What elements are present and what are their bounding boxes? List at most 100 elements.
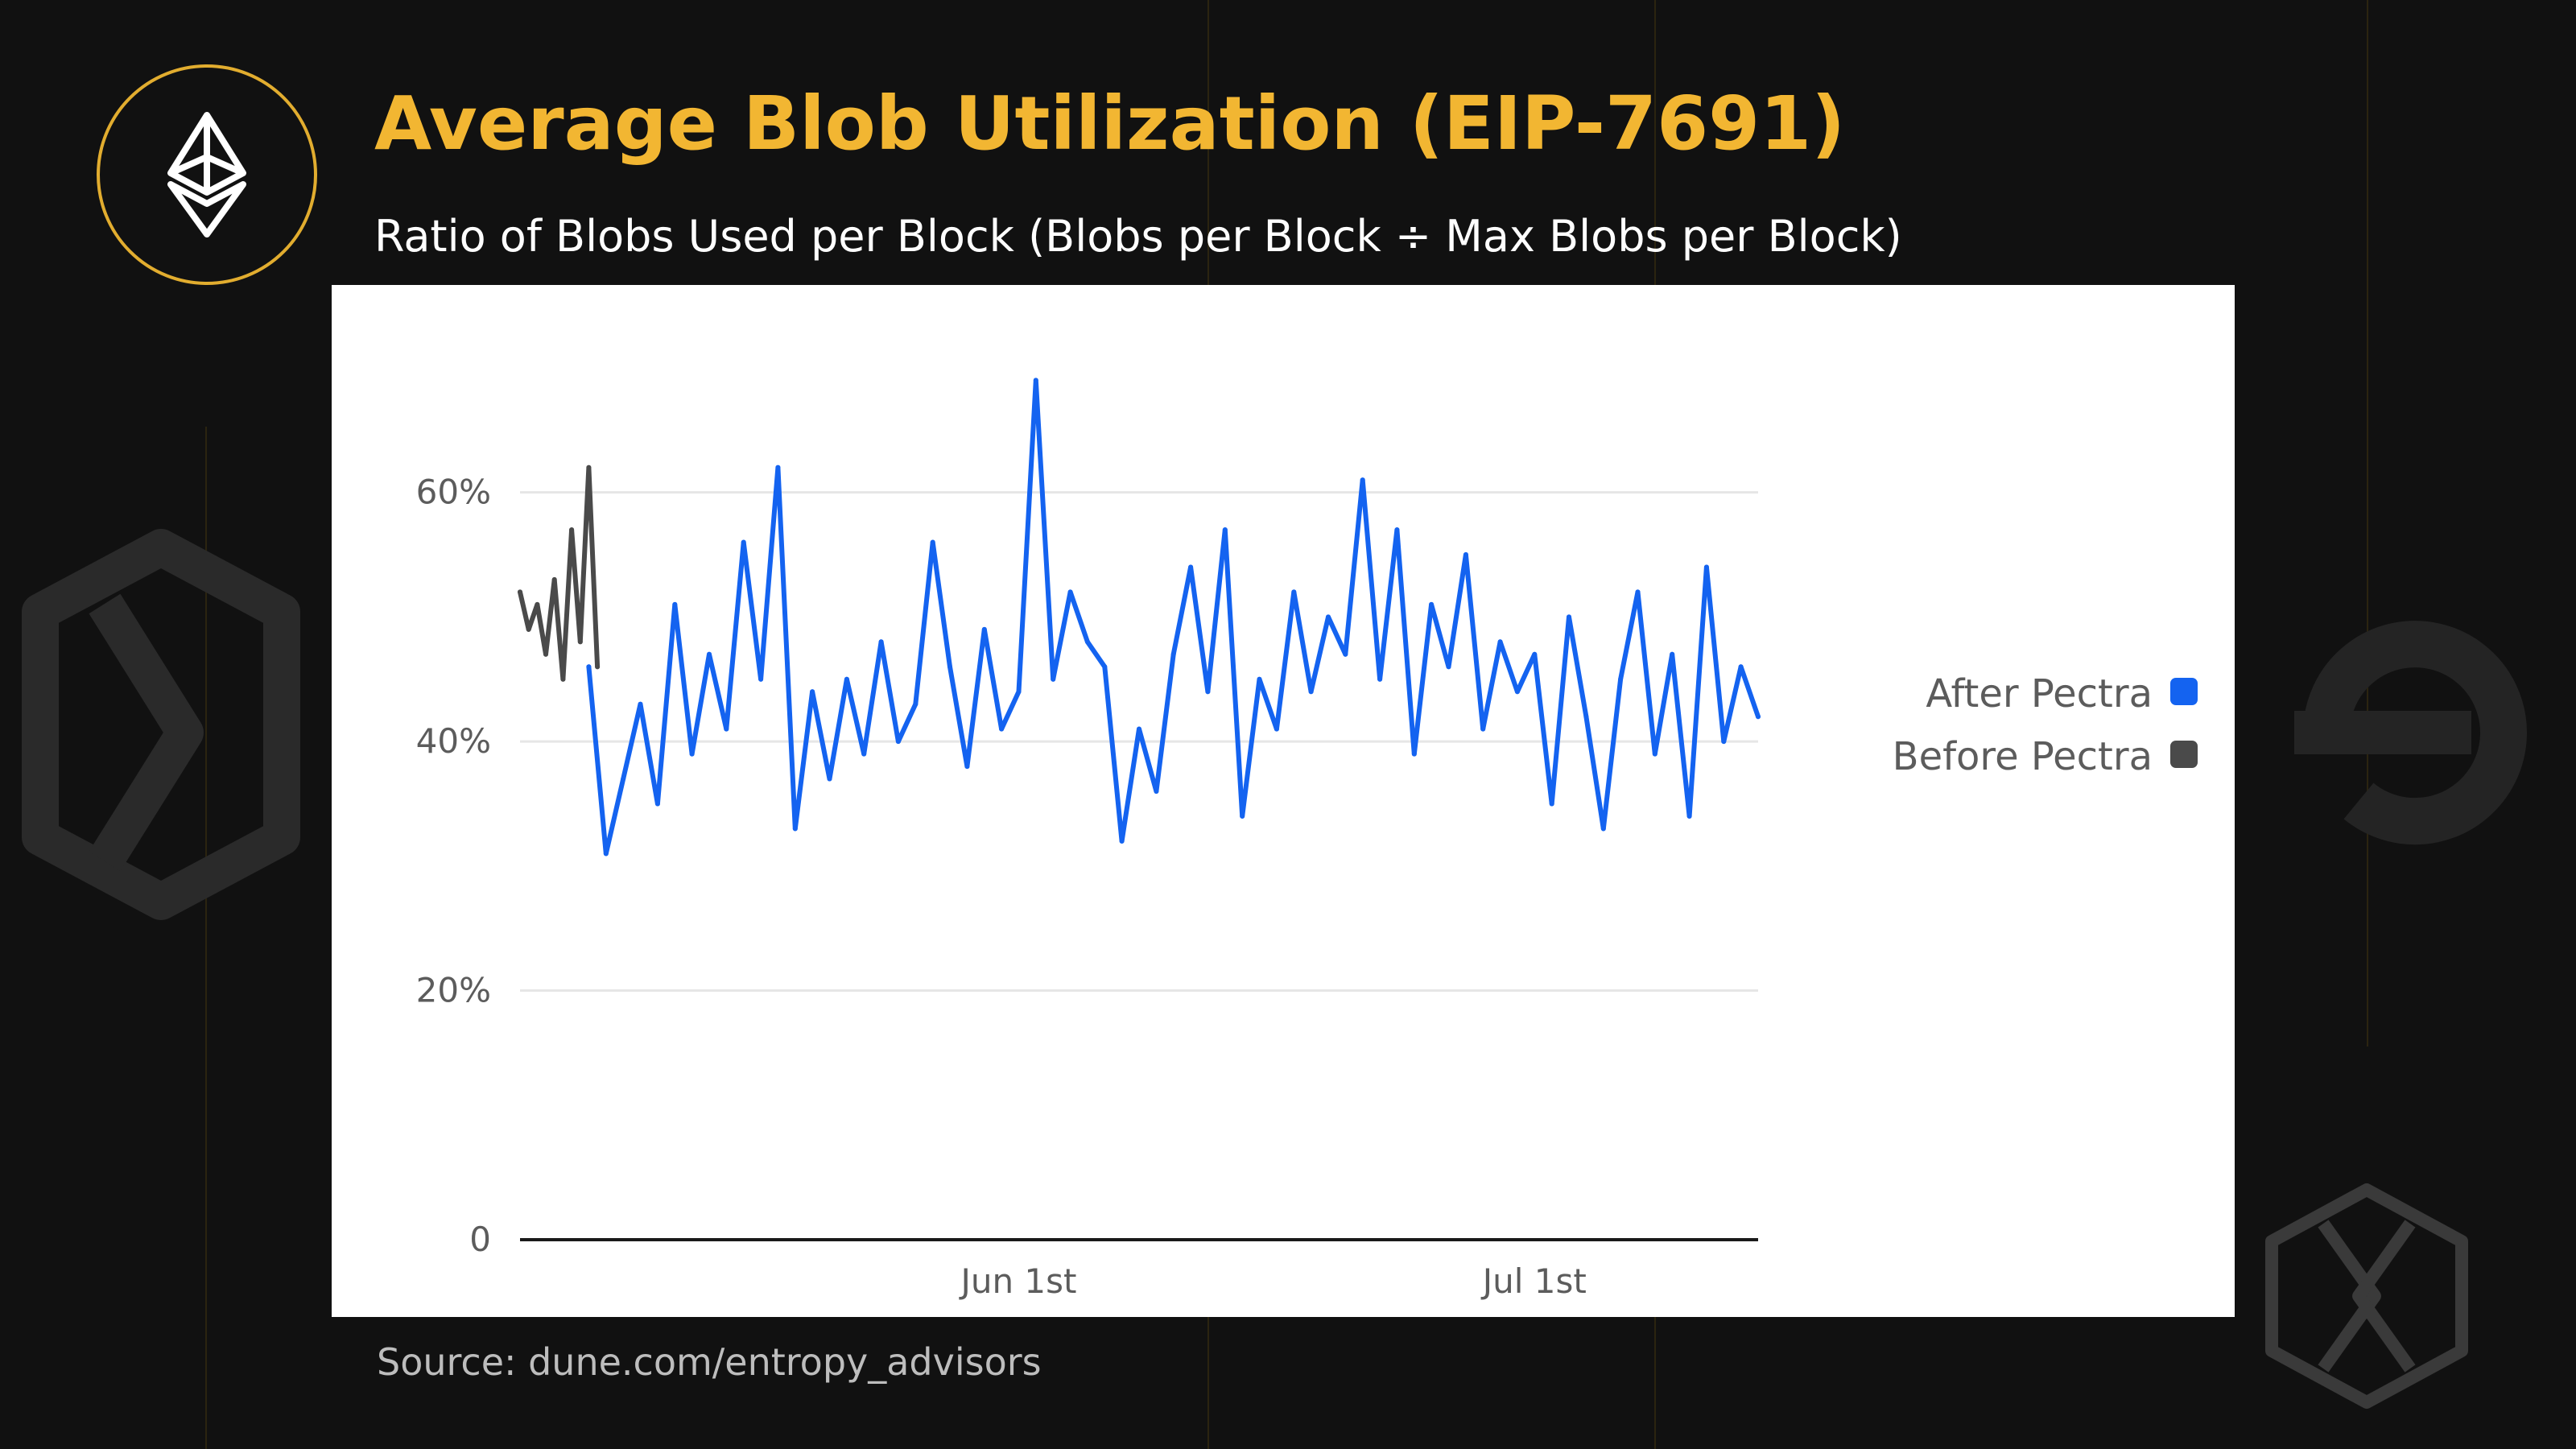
data-point [1394, 527, 1400, 533]
data-point [964, 764, 970, 770]
data-point [724, 726, 729, 732]
ethereum-icon [167, 112, 246, 237]
data-point [654, 801, 660, 807]
y-tick-label: 60% [416, 473, 491, 512]
data-point [895, 739, 901, 745]
data-point [1600, 826, 1606, 832]
data-point [1308, 689, 1314, 695]
data-point [947, 664, 952, 670]
background-line [1208, 0, 1209, 290]
x-tick-label: Jul 1st [1480, 1261, 1587, 1301]
legend-label: Before Pectra [1893, 734, 2153, 779]
data-point [930, 539, 935, 545]
data-point [1067, 589, 1073, 595]
data-point [1222, 527, 1228, 533]
data-point [810, 689, 815, 695]
data-point [792, 826, 798, 832]
data-point [586, 664, 592, 670]
data-point [1429, 601, 1435, 607]
y-tick-label: 20% [416, 971, 491, 1010]
data-point [621, 776, 626, 782]
data-point [861, 751, 867, 757]
data-point [1567, 614, 1571, 620]
data-point [595, 664, 601, 670]
data-point [1051, 676, 1056, 682]
data-point [577, 639, 583, 645]
data-point [560, 676, 566, 682]
data-point [1670, 651, 1675, 657]
data-point [1016, 689, 1022, 695]
data-point [1360, 477, 1365, 483]
background-line [1654, 1312, 1656, 1449]
background-logo-icon [22, 529, 300, 920]
data-point [1549, 801, 1554, 807]
data-point [1257, 676, 1262, 682]
data-point [1618, 676, 1624, 682]
data-point [707, 651, 712, 657]
data-point [1137, 726, 1141, 732]
background-wordmark-icon [2294, 621, 2527, 845]
data-point [543, 651, 548, 657]
legend-swatch [2170, 678, 2198, 705]
data-point [1240, 813, 1245, 819]
data-point [1102, 664, 1108, 670]
data-point [1497, 639, 1503, 645]
data-point [741, 539, 746, 545]
data-point [1274, 726, 1279, 732]
background-line [1208, 1312, 1209, 1449]
data-point [1119, 838, 1125, 844]
corner-logo-icon [2265, 1183, 2468, 1409]
data-point [1514, 689, 1520, 695]
series-line-after-pectra [586, 378, 1761, 857]
background-line [2367, 0, 2368, 1046]
data-point [1756, 714, 1761, 720]
data-point [844, 676, 849, 682]
data-point [1154, 789, 1159, 794]
data-point [586, 464, 592, 470]
logo-badge [97, 64, 317, 285]
data-point [1326, 614, 1331, 620]
data-point [1084, 639, 1090, 645]
data-point [913, 701, 919, 707]
data-point [758, 676, 764, 682]
source-note: Source: dune.com/entropy_advisors [377, 1340, 1042, 1384]
data-point [827, 776, 832, 782]
data-point [535, 601, 540, 607]
data-point [1652, 751, 1657, 757]
data-point [1532, 651, 1538, 657]
data-point [981, 626, 987, 632]
y-tick-label: 40% [416, 721, 491, 761]
data-point [689, 751, 695, 757]
data-point [1170, 651, 1176, 657]
data-point [1721, 739, 1727, 745]
data-point [878, 639, 884, 645]
chart-panel: 0 20% 40% 60% Jun 1st Jul 1st After Pectra Be… [332, 285, 2235, 1317]
y-tick-label: 0 [469, 1220, 491, 1259]
data-point [1377, 676, 1383, 682]
data-point [1703, 564, 1709, 570]
data-point [775, 464, 781, 470]
data-point [999, 726, 1005, 732]
data-point [1686, 813, 1692, 819]
data-point [603, 851, 609, 857]
data-point [1411, 751, 1417, 757]
data-point [569, 527, 575, 533]
background-line [1654, 0, 1656, 290]
data-point [1343, 651, 1348, 657]
data-point [518, 589, 522, 595]
series-line-before-pectra [518, 464, 601, 682]
data-point [526, 626, 531, 632]
data-point [1291, 589, 1297, 595]
data-point [1033, 378, 1038, 383]
data-point [551, 577, 557, 582]
data-point [1635, 589, 1641, 595]
data-point [638, 701, 643, 707]
data-point [672, 601, 678, 607]
data-point [1205, 689, 1211, 695]
data-point [1188, 564, 1194, 570]
data-point [1583, 714, 1589, 720]
legend-swatch [2170, 741, 2198, 768]
data-point [1463, 552, 1468, 557]
legend-label: After Pectra [1926, 671, 2153, 716]
page-title: Average Blob Utilization (EIP-7691) [374, 80, 1846, 167]
